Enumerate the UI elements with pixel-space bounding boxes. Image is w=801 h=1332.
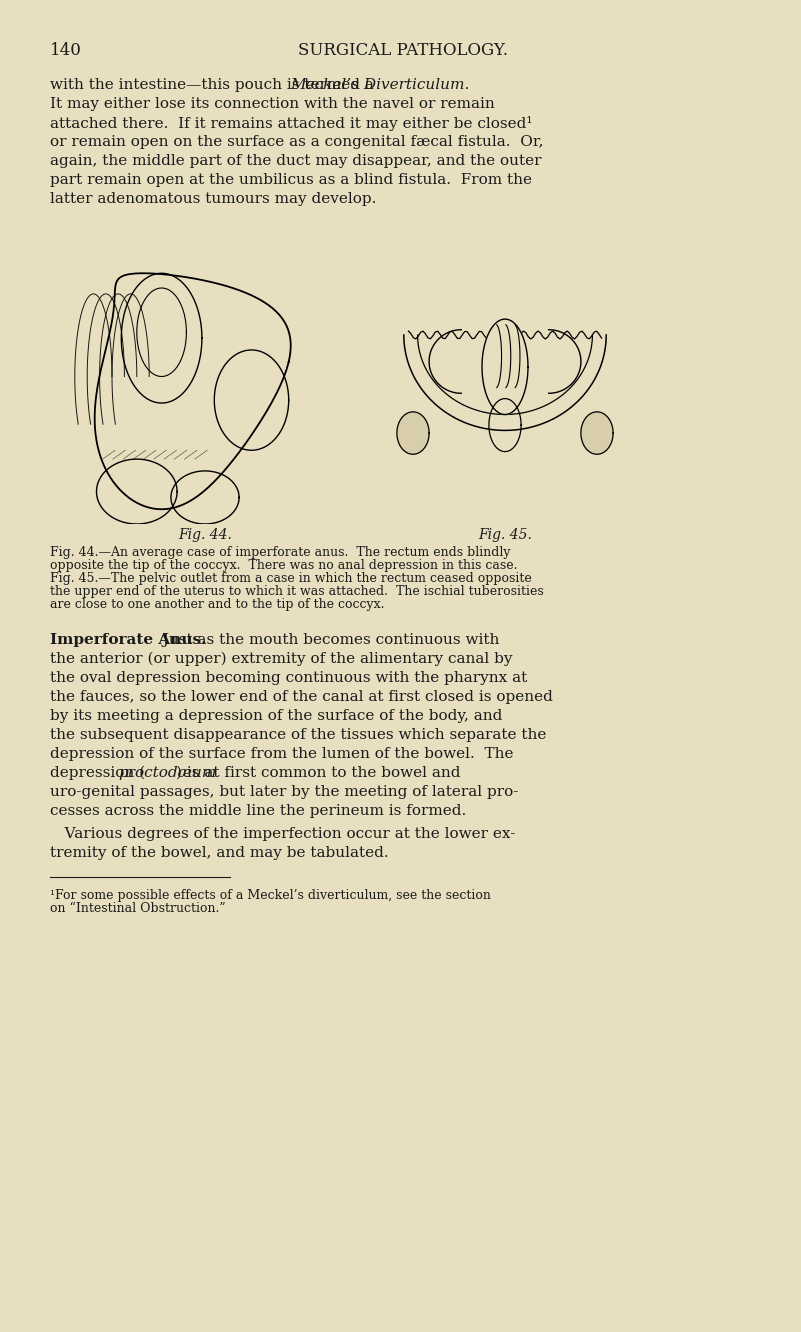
Text: cesses across the middle line the perineum is formed.: cesses across the middle line the perine… xyxy=(50,805,466,818)
Text: Various degrees of the imperfection occur at the lower ex-: Various degrees of the imperfection occu… xyxy=(50,827,515,840)
Text: are close to one another and to the tip of the coccyx.: are close to one another and to the tip … xyxy=(50,598,384,611)
Polygon shape xyxy=(137,288,187,377)
Text: Fig. 44.: Fig. 44. xyxy=(178,527,232,542)
Text: the upper end of the uterus to which it was attached.  The ischial tuberosities: the upper end of the uterus to which it … xyxy=(50,585,544,598)
Text: Fig. 45.—The pelvic outlet from a case in which the rectum ceased opposite: Fig. 45.—The pelvic outlet from a case i… xyxy=(50,571,532,585)
Text: attached there.  If it remains attached it may either be closed¹: attached there. If it remains attached i… xyxy=(50,116,533,131)
Text: again, the middle part of the duct may disappear, and the outer: again, the middle part of the duct may d… xyxy=(50,155,541,168)
Text: opposite the tip of the coccyx.  There was no anal depression in this case.: opposite the tip of the coccyx. There wa… xyxy=(50,559,517,571)
Text: or remain open on the surface as a congenital fæcal fistula.  Or,: or remain open on the surface as a conge… xyxy=(50,135,544,149)
Text: latter adenomatous tumours may develop.: latter adenomatous tumours may develop. xyxy=(50,192,376,206)
Text: on “Intestinal Obstruction.”: on “Intestinal Obstruction.” xyxy=(50,902,226,915)
Text: Fig. 44.—An average case of imperforate anus.  The rectum ends blindly: Fig. 44.—An average case of imperforate … xyxy=(50,546,510,559)
Text: 140: 140 xyxy=(50,43,82,59)
Text: the oval depression becoming continuous with the pharynx at: the oval depression becoming continuous … xyxy=(50,671,527,685)
Text: by its meeting a depression of the surface of the body, and: by its meeting a depression of the surfa… xyxy=(50,709,502,723)
Text: part remain open at the umbilicus as a blind fistula.  From the: part remain open at the umbilicus as a b… xyxy=(50,173,532,186)
Text: depression of the surface from the lumen of the bowel.  The: depression of the surface from the lumen… xyxy=(50,747,513,761)
Text: tremity of the bowel, and may be tabulated.: tremity of the bowel, and may be tabulat… xyxy=(50,846,388,860)
Text: Fig. 45.: Fig. 45. xyxy=(478,527,532,542)
Text: Imperforate Anus.: Imperforate Anus. xyxy=(50,633,207,647)
Text: the anterior (or upper) extremity of the alimentary canal by: the anterior (or upper) extremity of the… xyxy=(50,651,513,666)
Text: uro-genital passages, but later by the meeting of lateral pro-: uro-genital passages, but later by the m… xyxy=(50,785,518,799)
Text: the subsequent disappearance of the tissues which separate the: the subsequent disappearance of the tiss… xyxy=(50,729,546,742)
Polygon shape xyxy=(397,412,429,454)
Text: ¹For some possible effects of a Meckel’s diverticulum, see the section: ¹For some possible effects of a Meckel’s… xyxy=(50,888,491,902)
Polygon shape xyxy=(581,412,613,454)
Text: with the intestine—this pouch is termed a: with the intestine—this pouch is termed … xyxy=(50,79,379,92)
Polygon shape xyxy=(482,320,528,414)
Text: proctodæum: proctodæum xyxy=(119,766,217,781)
Text: ) is at first common to the bowel and: ) is at first common to the bowel and xyxy=(176,766,461,781)
Text: depression (: depression ( xyxy=(50,766,145,781)
Text: SURGICAL PATHOLOGY.: SURGICAL PATHOLOGY. xyxy=(297,43,508,59)
Text: Meckel’s Diverticulum.: Meckel’s Diverticulum. xyxy=(290,79,469,92)
Text: Just as the mouth becomes continuous with: Just as the mouth becomes continuous wit… xyxy=(153,633,499,647)
Text: It may either lose its connection with the navel or remain: It may either lose its connection with t… xyxy=(50,97,495,111)
Text: the fauces, so the lower end of the canal at first closed is opened: the fauces, so the lower end of the cana… xyxy=(50,690,553,705)
